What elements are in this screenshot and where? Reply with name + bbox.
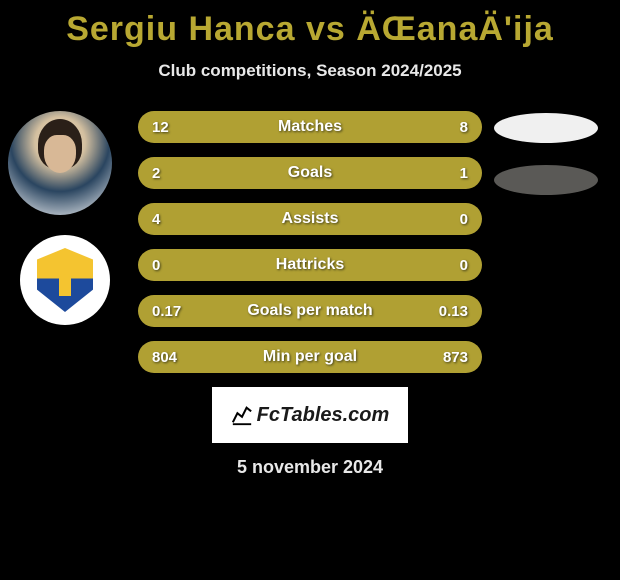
club-placeholder-oval bbox=[494, 165, 598, 195]
brand-logo: FcTables.com bbox=[231, 404, 390, 427]
club-shield-icon bbox=[37, 248, 93, 312]
comparison-title: Sergiu Hanca vs ÄŒanaÄ'ija bbox=[0, 0, 620, 49]
stat-left-value: 12 bbox=[152, 119, 169, 136]
stat-label: Matches bbox=[278, 118, 342, 136]
stat-row: 0.17 Goals per match 0.13 bbox=[138, 295, 482, 327]
player-photo bbox=[8, 111, 112, 215]
stat-label: Min per goal bbox=[263, 348, 357, 366]
stat-label: Goals per match bbox=[247, 302, 372, 320]
stat-left-value: 0 bbox=[152, 257, 160, 274]
snapshot-date: 5 november 2024 bbox=[0, 457, 620, 478]
stat-left-value: 2 bbox=[152, 165, 160, 182]
stat-right-value: 0.13 bbox=[439, 303, 468, 320]
chart-icon bbox=[231, 404, 253, 426]
brand-text: FcTables.com bbox=[257, 404, 390, 427]
stat-row: 12 Matches 8 bbox=[138, 111, 482, 143]
stats-bars: 12 Matches 8 2 Goals 1 4 Assists 0 0 Hat… bbox=[138, 111, 482, 373]
stat-label: Hattricks bbox=[276, 256, 344, 274]
stat-row: 2 Goals 1 bbox=[138, 157, 482, 189]
stat-left-value: 4 bbox=[152, 211, 160, 228]
club-badge bbox=[20, 235, 110, 325]
brand-box[interactable]: FcTables.com bbox=[212, 387, 408, 443]
stat-right-value: 0 bbox=[460, 211, 468, 228]
stat-left-value: 804 bbox=[152, 349, 177, 366]
stat-right-value: 1 bbox=[460, 165, 468, 182]
stat-label: Goals bbox=[288, 164, 332, 182]
right-player-column bbox=[494, 113, 604, 217]
left-player-column bbox=[8, 111, 118, 325]
comparison-subtitle: Club competitions, Season 2024/2025 bbox=[0, 61, 620, 81]
stat-right-value: 873 bbox=[443, 349, 468, 366]
stat-row: 804 Min per goal 873 bbox=[138, 341, 482, 373]
stat-right-value: 0 bbox=[460, 257, 468, 274]
stat-row: 4 Assists 0 bbox=[138, 203, 482, 235]
stat-row: 0 Hattricks 0 bbox=[138, 249, 482, 281]
stat-left-value: 0.17 bbox=[152, 303, 181, 320]
stat-right-value: 8 bbox=[460, 119, 468, 136]
player-placeholder-oval bbox=[494, 113, 598, 143]
stat-label: Assists bbox=[282, 210, 339, 228]
content-area: 12 Matches 8 2 Goals 1 4 Assists 0 0 Hat… bbox=[0, 111, 620, 478]
